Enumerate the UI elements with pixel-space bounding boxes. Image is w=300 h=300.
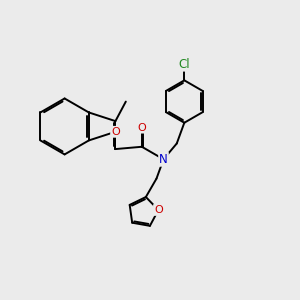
Text: O: O bbox=[111, 127, 120, 137]
Text: O: O bbox=[137, 123, 146, 133]
Text: Cl: Cl bbox=[178, 58, 190, 70]
Text: O: O bbox=[154, 205, 163, 215]
Text: N: N bbox=[159, 153, 168, 166]
